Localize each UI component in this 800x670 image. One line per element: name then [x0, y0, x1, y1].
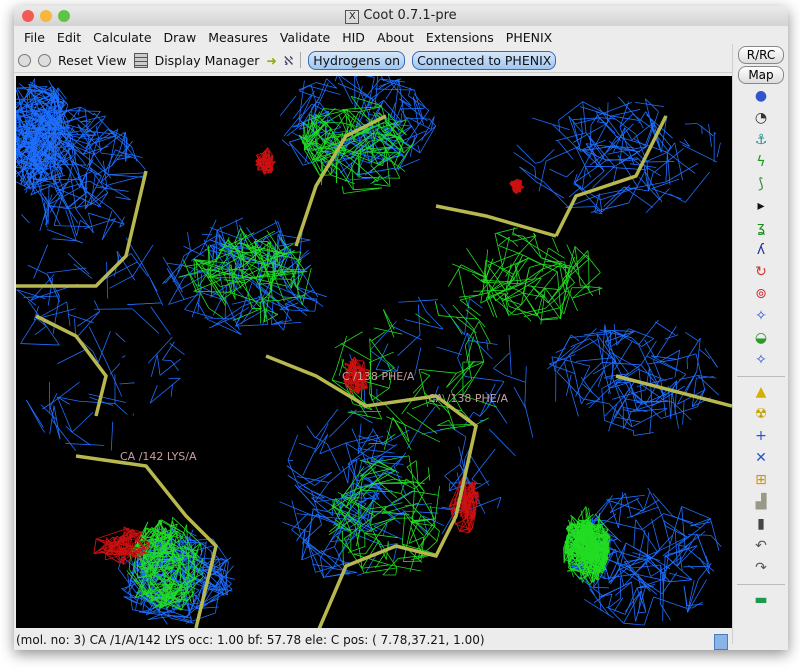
menu-edit[interactable]: Edit — [56, 29, 82, 45]
pep-flip-icon[interactable]: ✧ — [755, 352, 767, 368]
map-mesh-blob — [16, 78, 75, 196]
toolbar-separator — [737, 584, 785, 585]
backrub-icon[interactable]: ⟆ — [758, 176, 764, 192]
difference-map-negative — [343, 356, 371, 395]
menu-extensions[interactable]: Extensions — [425, 29, 494, 45]
flip-peptide-icon[interactable]: ↻ — [755, 264, 767, 280]
atom-label: CA /142 LYS/A — [120, 450, 197, 463]
window-title: Coot 0.7.1-pre — [363, 8, 457, 23]
more-arrow-icon[interactable]: ▸ — [757, 198, 765, 214]
side-icon[interactable]: ◒ — [754, 330, 768, 346]
difference-map-negative — [93, 526, 151, 565]
menu-validate[interactable]: Validate — [279, 29, 331, 45]
difference-map-positive — [126, 516, 204, 611]
difference-map-positive — [328, 455, 440, 576]
side-toolbar: R/RC Map ● ◔ ⚓ ϟ ⟆ ▸ ʓ ʎ ↻ ⊚ ✧ ◒ ✧ ▲ ☢ + ✕ ⊞ ▟ ▮ ↶ ↷ ▬ — [732, 44, 788, 644]
menu-measures[interactable]: Measures — [208, 29, 268, 45]
difference-map-positive — [447, 226, 603, 325]
close-button[interactable] — [22, 10, 34, 22]
difference-map-positive — [563, 506, 611, 585]
redo-icon[interactable]: ↷ — [755, 560, 767, 576]
rotamer-icon[interactable]: ʓ — [756, 220, 766, 236]
menu-file[interactable]: File — [24, 29, 45, 45]
real-space-refine-icon[interactable]: ϟ — [756, 154, 766, 170]
model-bond — [554, 115, 668, 237]
side-chain-180-icon[interactable]: ⊚ — [755, 286, 767, 302]
3d-graphics-canvas[interactable]: CA /142 LYS/A C /138 PHE/A CA /138 PHE/A — [16, 76, 732, 628]
model-bond — [16, 170, 148, 288]
difference-map-positive — [298, 95, 415, 194]
delete-icon[interactable]: ▮ — [757, 516, 765, 532]
menu-phenix[interactable]: PHENIX — [505, 29, 553, 45]
difference-map-negative — [255, 147, 276, 175]
play-icon[interactable] — [18, 53, 31, 67]
status-bar: (mol. no: 3) CA /1/A/142 LYS occ: 1.00 b… — [16, 633, 485, 647]
model-bond — [615, 374, 732, 408]
hydrogens-toggle[interactable]: Hydrogens on — [308, 50, 406, 70]
difference-map-negative — [448, 476, 480, 533]
add-alt-conf-icon[interactable]: + — [755, 428, 767, 444]
difference-map-positive — [179, 228, 312, 324]
model-bond — [35, 314, 108, 417]
menu-hid[interactable]: HID — [342, 29, 365, 45]
go-to-atom-icon[interactable]: ➜ — [266, 52, 277, 68]
minimize-button[interactable] — [40, 10, 52, 22]
model-bond — [265, 354, 478, 628]
menu-calculate[interactable]: Calculate — [93, 29, 152, 45]
map-mesh-blob — [16, 237, 185, 451]
ligand-icon[interactable]: ℵ — [283, 52, 294, 68]
toolbar-separator — [300, 52, 302, 68]
menu-draw[interactable]: Draw — [163, 29, 197, 45]
title-bar: X Coot 0.7.1-pre — [14, 6, 788, 26]
atom-label: CA /138 PHE/A — [428, 392, 508, 405]
display-manager-button[interactable]: Display Manager — [154, 52, 260, 68]
pointer-icon[interactable] — [714, 634, 728, 650]
zoom-button[interactable] — [58, 10, 70, 22]
refine-icon[interactable]: ● — [754, 88, 768, 104]
regularize-icon[interactable]: ◔ — [754, 110, 768, 126]
model-bond — [294, 114, 387, 247]
mutate-autofit-icon[interactable]: ☢ — [754, 406, 768, 422]
torsion-icon[interactable]: ʎ — [756, 242, 766, 258]
model-bond — [435, 204, 557, 238]
coot-window: X Coot 0.7.1-pre File Edit Calculate Draw… — [14, 6, 788, 650]
rigid-body-icon[interactable]: ⚓ — [754, 132, 768, 148]
model-bond — [75, 454, 218, 628]
map-mesh-blob — [546, 319, 720, 436]
add-atom-icon[interactable]: ✕ — [755, 450, 767, 466]
difference-map-negative — [509, 178, 525, 195]
flag-icon[interactable]: ▬ — [754, 592, 768, 608]
rrc-button[interactable]: R/RC — [738, 46, 784, 64]
phenix-connection-button[interactable]: Connected to PHENIX — [412, 50, 557, 70]
place-atom-icon[interactable]: ⊞ — [755, 472, 767, 488]
reset-view-button[interactable]: Reset View — [58, 52, 127, 68]
map-mesh-blob — [513, 96, 721, 215]
toolbar-separator — [737, 376, 785, 377]
menu-bar: File Edit Calculate Draw Measures Valida… — [14, 26, 788, 48]
map-mesh-blob — [349, 296, 534, 536]
map-button[interactable]: Map — [738, 66, 784, 84]
menu-about[interactable]: About — [376, 29, 414, 45]
mutate-icon[interactable]: ▲ — [755, 384, 767, 400]
edit-chi-icon[interactable]: ✧ — [755, 308, 767, 324]
clear-icon[interactable]: ▟ — [755, 494, 767, 510]
display-manager-icon — [133, 52, 148, 68]
undo-icon[interactable]: ↶ — [755, 538, 767, 554]
x11-icon: X — [345, 10, 360, 24]
stop-icon[interactable] — [38, 53, 51, 67]
atom-label: C /138 PHE/A — [342, 370, 415, 383]
map-mesh-blob — [279, 76, 437, 185]
density-map-mesh — [16, 76, 732, 628]
toolbar: Reset View Display Manager ➜ ℵ Hydrogens… — [14, 48, 788, 73]
